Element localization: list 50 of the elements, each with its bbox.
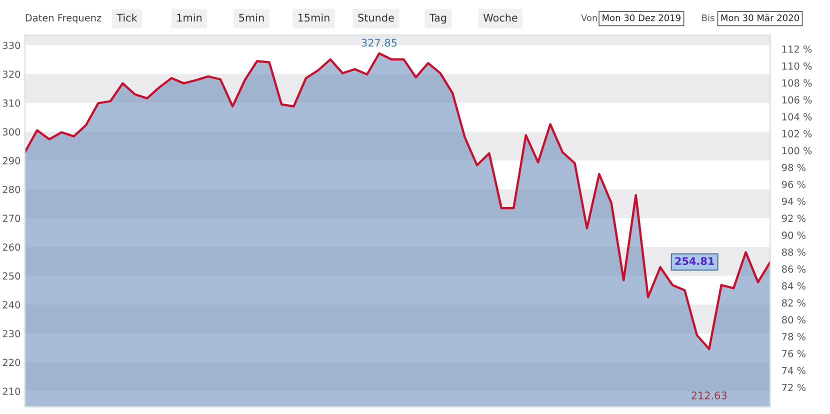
text: Tick — [116, 14, 138, 22]
y2-tick-label: 88 % — [782, 248, 806, 256]
text: Tag — [429, 14, 446, 24]
y2-tick-label: 82 % — [782, 299, 806, 307]
y-tick-label: 330 — [2, 42, 20, 50]
text: Stunde — [358, 14, 394, 22]
y2-tick-label: 92 % — [782, 214, 806, 222]
y2-tick-label: 76 % — [782, 350, 806, 358]
y2-tick-label: 100 % — [782, 146, 812, 154]
y2-tick-label: 74 % — [782, 366, 806, 374]
y-tick-label: 300 — [2, 128, 20, 136]
y-tick-label: 280 — [2, 186, 20, 194]
y-tick-label: 260 — [2, 243, 20, 251]
annotation: 212.63 — [692, 392, 727, 400]
y2-tick-label: 102 % — [782, 130, 812, 138]
text: Mon 30 Mär 2020 — [721, 14, 799, 22]
annotation: 327.85 — [362, 38, 397, 47]
text: Daten Frequenz — [26, 14, 102, 24]
line-series — [24, 52, 770, 350]
y-tick-label: 320 — [2, 70, 20, 78]
annotation: 254.81 — [675, 257, 714, 266]
y-tick-label: 240 — [2, 301, 20, 308]
y2-tick-label: 78 % — [782, 333, 806, 340]
y2-tick-label: 94 % — [782, 198, 806, 206]
y-tick-label: 310 — [2, 99, 20, 107]
y2-tick-label: 106 % — [782, 96, 812, 104]
y2-tick-label: 98 % — [782, 164, 806, 172]
y-tick-label: 250 — [2, 272, 20, 280]
y-tick-label: 210 — [2, 388, 20, 395]
y2-tick-label: 108 % — [782, 79, 812, 87]
y2-tick-label: 104 % — [782, 113, 812, 120]
y-tick-label: 230 — [2, 330, 20, 338]
y-tick-label: 220 — [2, 358, 20, 366]
text: Bis — [702, 14, 714, 22]
y2-tick-label: 90 % — [782, 232, 806, 239]
y-tick-label: 290 — [2, 157, 20, 164]
y2-tick-label: 112 % — [782, 45, 812, 53]
text: 5min — [239, 14, 264, 22]
y2-tick-label: 84 % — [782, 282, 806, 290]
text: Mon 30 Dez 2019 — [602, 14, 680, 22]
text: Woche — [483, 14, 518, 22]
y2-tick-label: 80 % — [782, 316, 806, 324]
y2-tick-label: 110 % — [782, 62, 812, 70]
y2-tick-label: 96 % — [782, 180, 806, 188]
text: 1min — [177, 14, 202, 22]
text: Von — [581, 14, 597, 22]
y2-tick-label: 72 % — [782, 384, 806, 392]
y-tick-label: 270 — [2, 214, 20, 222]
text: 15min — [298, 14, 330, 22]
y2-tick-label: 86 % — [782, 265, 806, 273]
